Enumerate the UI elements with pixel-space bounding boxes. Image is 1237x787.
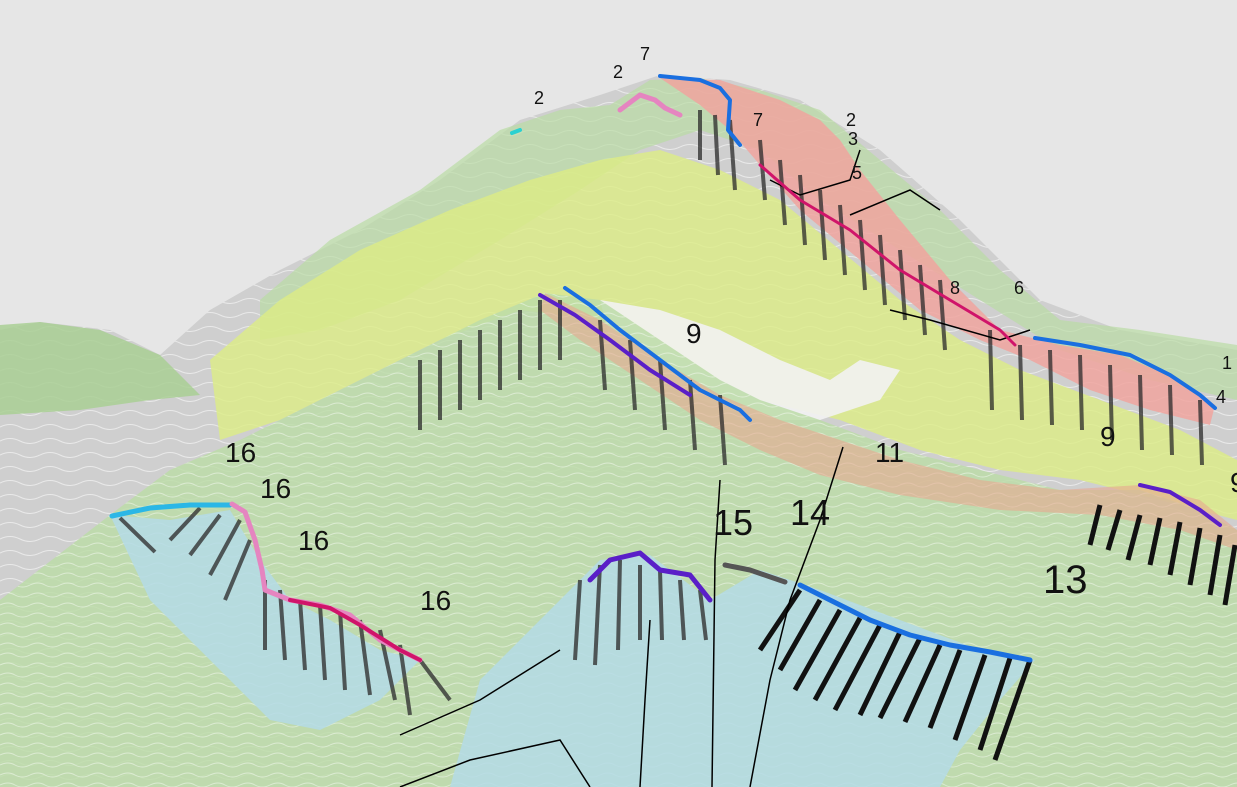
- trace-cyan-summit: [510, 128, 522, 135]
- layer-green-summit: [260, 78, 1237, 400]
- label-9-center: 9: [686, 318, 702, 349]
- dip-hatching-left: [118, 506, 708, 716]
- trace-blue-top: [658, 74, 742, 147]
- label-16-b: 16: [260, 473, 291, 504]
- trace-blue-lower: [797, 582, 1033, 663]
- layer-green-left-hill: [0, 322, 200, 415]
- label-9-edge: 9: [1230, 467, 1237, 498]
- label-16-a: 16: [225, 437, 256, 468]
- trace-blue-mid: [563, 286, 752, 422]
- label-6: 6: [1014, 278, 1024, 298]
- label-2-left-peak: 2: [534, 88, 544, 108]
- dip-hatching: [418, 110, 1204, 466]
- label-8: 8: [950, 278, 960, 298]
- label-2-right: 2: [846, 110, 856, 130]
- trace-gray-lower: [722, 562, 788, 585]
- label-14: 14: [790, 492, 830, 533]
- layer-pink-lower: [540, 293, 1237, 550]
- unit-labels: 7 2 2 7 2 3 5 8 6 1 4 9 9 9 11 16 16 16 …: [225, 44, 1237, 616]
- label-9-right: 9: [1100, 421, 1116, 452]
- label-13: 13: [1043, 558, 1088, 602]
- trace-purple-mid: [538, 293, 692, 397]
- label-4: 4: [1216, 387, 1226, 407]
- label-7-ridge: 7: [753, 110, 763, 130]
- trace-blue-right: [1033, 336, 1217, 410]
- boundary-traces: [109, 74, 1222, 663]
- trace-pink-top: [617, 92, 683, 118]
- label-1: 1: [1222, 353, 1232, 373]
- surface-white-patch: [600, 300, 900, 420]
- dip-hatching-lower: [757, 504, 1237, 761]
- label-5: 5: [852, 163, 862, 183]
- label-11: 11: [875, 437, 904, 468]
- label-7-top: 7: [640, 44, 650, 64]
- fault-lines: [399, 149, 1031, 787]
- trace-purple-lower: [587, 550, 713, 603]
- label-15: 15: [713, 502, 753, 543]
- trace-cyan-left: [109, 502, 233, 519]
- layer-pink-upper: [660, 78, 1215, 425]
- label-2-summit: 2: [613, 62, 623, 82]
- label-16-c: 16: [298, 525, 329, 556]
- trace-magenta-upper: [758, 163, 1017, 347]
- trace-magenta-left: [288, 598, 422, 662]
- label-16-d: 16: [420, 585, 451, 616]
- trace-purple-right: [1138, 483, 1222, 527]
- label-3: 3: [848, 129, 858, 149]
